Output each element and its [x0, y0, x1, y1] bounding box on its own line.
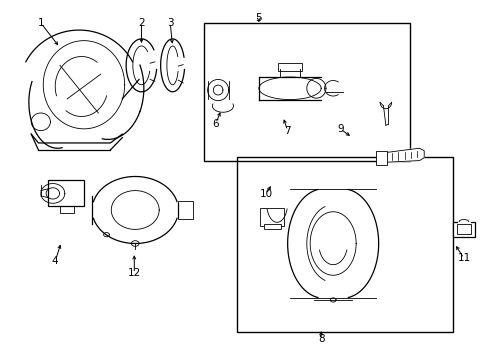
Text: 10: 10 — [259, 189, 272, 199]
Text: 3: 3 — [166, 18, 173, 28]
Bar — [376, 151, 386, 165]
Bar — [263, 224, 280, 229]
Text: 7: 7 — [284, 126, 290, 136]
Bar — [203, 23, 409, 161]
Bar — [48, 180, 84, 207]
Polygon shape — [383, 148, 424, 162]
Bar — [456, 224, 470, 234]
Text: 8: 8 — [317, 334, 324, 345]
Bar — [452, 222, 473, 237]
Bar — [60, 206, 74, 213]
Text: 12: 12 — [127, 269, 141, 279]
Text: 5: 5 — [255, 13, 262, 23]
Text: 11: 11 — [456, 253, 469, 263]
Bar — [260, 208, 284, 226]
Text: 4: 4 — [52, 256, 59, 266]
Text: 1: 1 — [38, 18, 44, 28]
Bar — [178, 201, 192, 219]
Bar — [237, 157, 452, 332]
Text: 9: 9 — [336, 124, 343, 134]
Text: 6: 6 — [212, 118, 219, 129]
Bar — [278, 63, 302, 71]
Text: 2: 2 — [138, 18, 144, 28]
